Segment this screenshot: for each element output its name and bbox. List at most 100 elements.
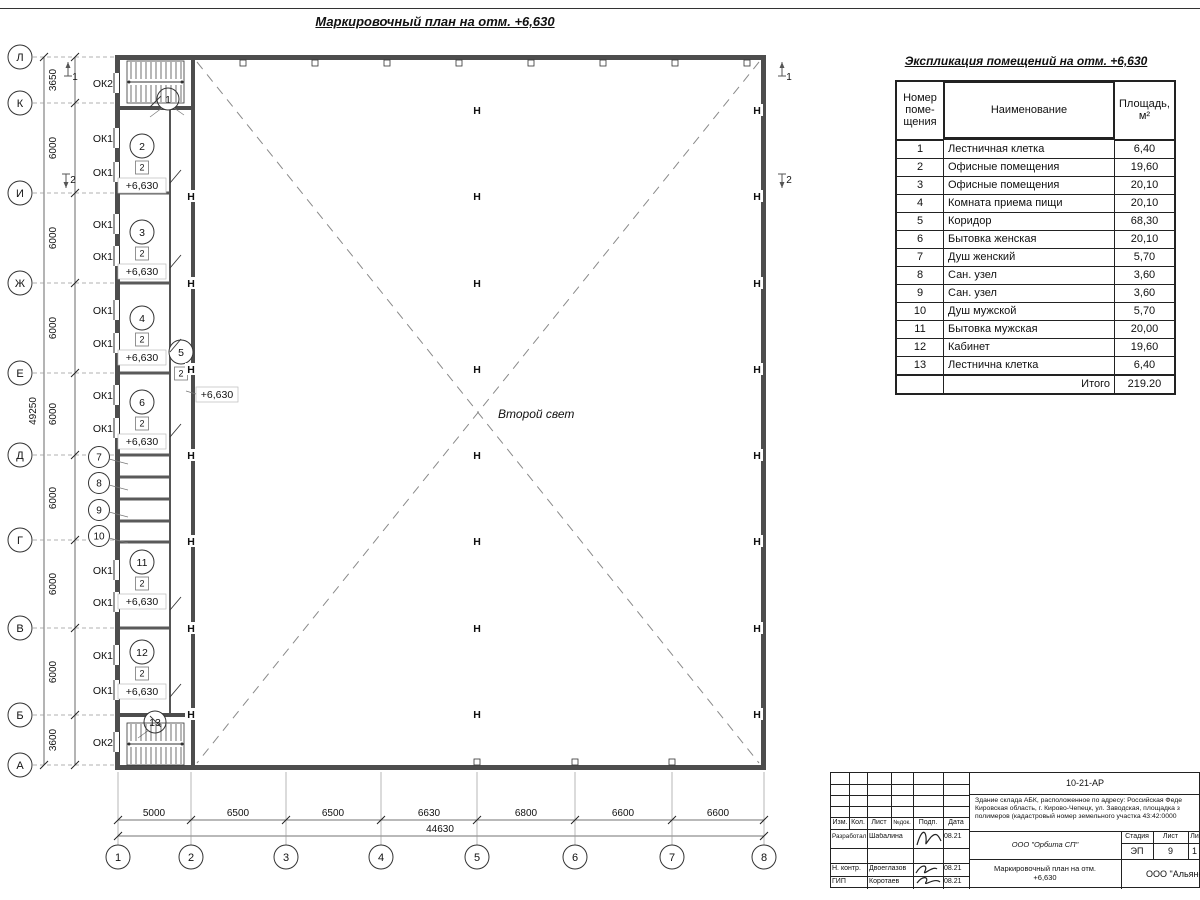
room-area-cell: 3,60 — [1113, 265, 1176, 285]
room-name-cell: Душ мужской — [943, 301, 1115, 321]
door-leaf — [169, 423, 182, 438]
dim-tick — [759, 831, 769, 841]
room-name-cell: Лестничная клетка — [943, 139, 1115, 159]
wall-post-tick — [473, 758, 481, 766]
room-name-cell: Офисные помещения — [943, 157, 1115, 177]
tb-role-3: ГИП — [832, 878, 846, 885]
dim-tick — [281, 815, 291, 825]
window-label: ОК2 — [93, 78, 113, 90]
room-type: 2 — [139, 419, 144, 429]
stair-post — [180, 80, 184, 84]
column-mask — [185, 277, 197, 289]
partition-wall — [120, 281, 169, 285]
window-opening — [112, 680, 121, 700]
tb-sheets-value: 1 — [1191, 845, 1197, 856]
window-opening — [112, 300, 121, 320]
dim-tick — [667, 815, 677, 825]
tb-name-3: Коротаев — [869, 878, 900, 885]
steel-column-icon: Н — [187, 709, 195, 721]
table-header-row: Номер поме- щения Наименование Площадь, … — [895, 80, 1176, 141]
axis-col-bubble — [751, 844, 777, 870]
room-number-cell: 9 — [895, 283, 944, 303]
tb-sheet-value: 9 — [1167, 845, 1173, 856]
axis-row-label: И — [16, 188, 24, 200]
dim-tick — [70, 710, 80, 720]
room-number: 2 — [139, 141, 145, 153]
room-number: 1 — [165, 94, 171, 106]
table-total-row: Итого 219.20 — [895, 374, 1176, 394]
tb-col-podp: Подп. — [918, 818, 938, 826]
door-leaf — [169, 254, 182, 269]
door-leaf — [169, 596, 182, 611]
elevation-label: +6,630 — [126, 266, 159, 278]
steel-column-icon: Н — [187, 623, 195, 635]
dim-tick — [39, 760, 49, 770]
dim-tick — [113, 815, 123, 825]
signature-icon — [915, 865, 941, 884]
dim-label: 3650 — [48, 68, 59, 91]
axis-col-bubble — [105, 844, 131, 870]
steel-column-icon: Н — [473, 623, 481, 635]
wall-post-tick — [671, 59, 679, 67]
room-number: 8 — [96, 479, 102, 490]
room-number-cell: 10 — [895, 301, 944, 321]
room-type: 2 — [139, 335, 144, 345]
section-arrow — [63, 182, 69, 188]
elevation-box — [117, 683, 167, 700]
leader-line — [108, 537, 129, 544]
axis-row-bubble — [7, 527, 33, 553]
dim-tick — [70, 188, 80, 198]
tb-stage-value: ЭП — [1130, 845, 1144, 856]
dim-label: 6630 — [418, 808, 441, 819]
table-row: 11 Бытовка мужская 20,00 — [895, 319, 1176, 339]
explication-table: Номер поме- щения Наименование Площадь, … — [895, 80, 1176, 395]
signature-icon — [916, 831, 942, 846]
steel-column-icon: Н — [187, 536, 195, 548]
wall-post-tick — [599, 59, 607, 67]
room-number: 9 — [96, 506, 102, 517]
axis-col-bubble — [464, 844, 490, 870]
axis-row-label: А — [16, 760, 24, 772]
column-mask — [471, 277, 483, 289]
dim-tick — [70, 278, 80, 288]
table-row: 2 Офисные помещения 19,60 — [895, 157, 1176, 177]
column-mask — [185, 449, 197, 461]
room-type-box — [135, 246, 149, 261]
elevation-box — [195, 386, 239, 403]
window-opening — [112, 162, 121, 182]
axis-row-bubble — [7, 615, 33, 641]
axis-col-label: 8 — [761, 852, 767, 864]
window-label: ОК1 — [93, 133, 113, 145]
dim-tick — [759, 815, 769, 825]
axis-col-label: 3 — [283, 852, 289, 864]
window-label: ОК1 — [93, 597, 113, 609]
tb-role-2: Н. контр. — [832, 865, 861, 872]
room-name-cell: Офисные помещения — [943, 175, 1115, 195]
steel-column-icon: Н — [753, 364, 761, 376]
room-number-cell: 8 — [895, 265, 944, 285]
axis-col-label: 5 — [474, 852, 480, 864]
room-type: 2 — [139, 163, 144, 173]
dim-label: 6500 — [322, 808, 345, 819]
window-opening — [112, 73, 121, 93]
column-mask — [471, 622, 483, 634]
elevation-box — [117, 593, 167, 610]
table-row: 5 Коридор 68,30 — [895, 211, 1176, 231]
dim-label: 6000 — [48, 226, 59, 249]
room-type: 2 — [178, 369, 183, 379]
col-header-area: Площадь, м² — [1113, 80, 1176, 141]
partition-wall — [120, 475, 169, 479]
room-number: 12 — [136, 647, 148, 659]
column-mask — [471, 190, 483, 202]
room-area-cell: 68,30 — [1113, 211, 1176, 231]
dim-tick — [39, 52, 49, 62]
axis-row-bubble — [7, 44, 33, 70]
tb-sheet-label: Лист — [1162, 832, 1179, 840]
section-label: 1 — [72, 72, 78, 83]
elevation-box — [117, 433, 167, 450]
partition-wall — [120, 106, 191, 110]
room-name-cell: Бытовка мужская — [943, 319, 1115, 339]
room-number-cell: 4 — [895, 193, 944, 213]
window-label: ОК1 — [93, 167, 113, 179]
